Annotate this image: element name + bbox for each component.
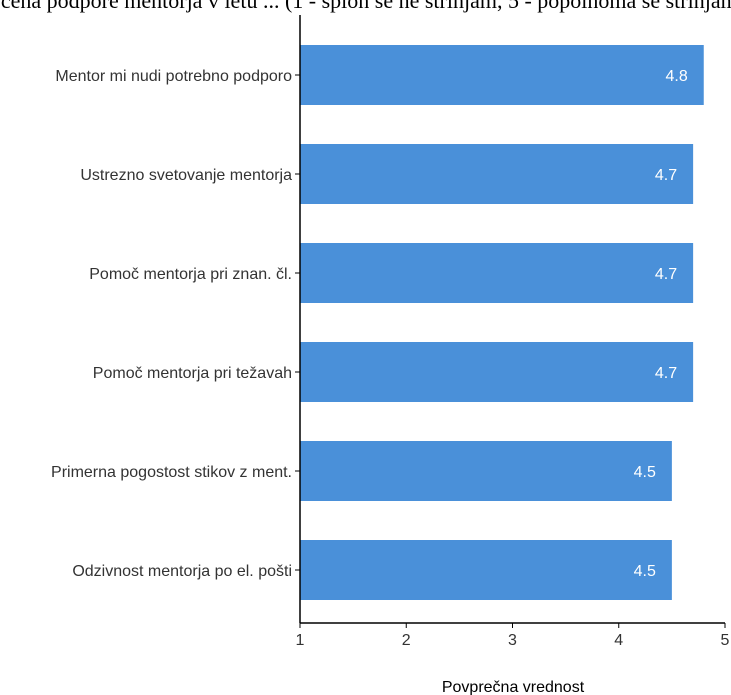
bar-value-label: 4.7 bbox=[655, 167, 677, 184]
x-tick-label: 2 bbox=[402, 632, 411, 649]
category-labels: Mentor mi nudi potrebno podporo Ustrezno … bbox=[51, 68, 300, 580]
bar bbox=[300, 144, 694, 204]
category-label: Primerna pogostost stikov z ment. bbox=[51, 464, 292, 481]
x-axis: 1 2 3 4 5 bbox=[296, 622, 730, 649]
bar bbox=[300, 441, 672, 501]
bar-value-label: 4.7 bbox=[655, 365, 677, 382]
x-tick-label: 5 bbox=[721, 632, 730, 649]
bar-value-label: 4.8 bbox=[666, 68, 688, 85]
x-tick-label: 4 bbox=[614, 632, 623, 649]
bar-value-label: 4.7 bbox=[655, 266, 677, 283]
category-label: Pomoč mentorja pri znan. čl. bbox=[89, 266, 292, 283]
category-label: Pomoč mentorja pri težavah bbox=[93, 365, 292, 382]
category-label: Ustrezno svetovanje mentorja bbox=[80, 167, 292, 184]
chart-title: Ocena podpore mentorja v letu ... (1 - s… bbox=[0, 0, 731, 13]
bar-value-label: 4.5 bbox=[634, 464, 656, 481]
bar bbox=[300, 342, 694, 402]
x-axis-title: Povprečna vrednost bbox=[442, 679, 585, 695]
category-label: Odzivnost mentorja po el. pošti bbox=[72, 563, 292, 580]
bar bbox=[300, 243, 694, 303]
x-tick-label: 1 bbox=[296, 632, 305, 649]
bars-group bbox=[300, 45, 704, 600]
x-tick-label: 3 bbox=[508, 632, 517, 649]
bar bbox=[300, 45, 704, 105]
bar-value-label: 4.5 bbox=[634, 563, 656, 580]
value-labels: 4.8 4.7 4.7 4.7 4.5 4.5 bbox=[634, 68, 688, 580]
bar bbox=[300, 540, 672, 600]
category-label: Mentor mi nudi potrebno podporo bbox=[55, 68, 292, 85]
